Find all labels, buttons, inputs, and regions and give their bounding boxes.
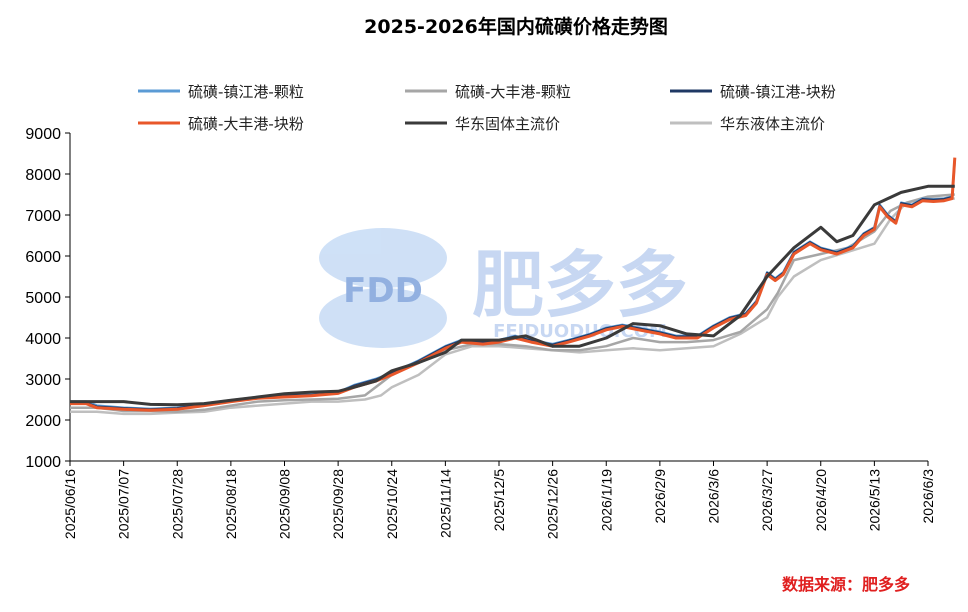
y-tick-label: 7000 — [25, 208, 61, 225]
series-line-5 — [70, 184, 955, 407]
watermark: FDD 肥多多 FEIDUODUO.COM — [319, 228, 688, 348]
y-tick-label: 9000 — [25, 126, 61, 143]
x-tick-label: 2025/12/26 — [545, 469, 561, 539]
x-tick-label: 2026/4/20 — [813, 469, 829, 531]
series-line-6 — [70, 197, 955, 416]
x-tick-label: 2025/10/24 — [384, 469, 400, 539]
legend-label: 硫磺-镇江港-块粉 — [720, 83, 836, 101]
y-tick-label: 8000 — [25, 167, 61, 184]
x-tick-label: 2025/06/16 — [62, 469, 78, 539]
y-tick-label: 3000 — [25, 372, 61, 389]
x-tick-label: 2026/3/27 — [759, 469, 775, 531]
x-tick-label: 2026/3/6 — [706, 469, 722, 524]
y-tick-label: 6000 — [25, 249, 61, 266]
x-tick-label: 2026/2/9 — [652, 469, 668, 524]
series-line-2 — [70, 193, 955, 414]
legend-label: 硫磺-大丰港-颗粒 — [455, 83, 571, 101]
x-tick-label: 2026/5/13 — [866, 469, 882, 531]
x-axis: 2025/06/16 2025/07/07 2025/07/28 2025/08/18… — [62, 460, 936, 539]
x-tick-label: 2025/09/28 — [330, 469, 346, 539]
x-tick-label: 2025/07/28 — [169, 469, 185, 539]
y-tick-label: 4000 — [25, 331, 61, 348]
chart-title: 2025-2026年国内硫磺价格走势图 — [364, 15, 668, 38]
series-layer — [70, 157, 957, 416]
y-tick-label: 1000 — [25, 454, 61, 471]
x-tick-label: 2025/08/18 — [223, 469, 239, 539]
x-tick-label: 2025/09/08 — [277, 469, 293, 539]
watermark-brand-text: 肥多多 — [472, 243, 688, 327]
x-tick-label: 2025/11/14 — [437, 469, 453, 538]
x-tick-label: 2025/07/07 — [116, 469, 132, 539]
series-line-4 — [70, 157, 957, 412]
y-tick-label: 5000 — [25, 290, 61, 307]
legend-label: 硫磺-镇江港-颗粒 — [188, 83, 304, 101]
y-tick-label: 2000 — [25, 413, 61, 430]
watermark-logo-leaf-top — [319, 228, 447, 288]
watermark-logo-leaf-bottom — [319, 288, 447, 348]
legend-label: 硫磺-大丰港-块粉 — [188, 115, 304, 133]
x-tick-label: 2026/6/3 — [920, 469, 936, 524]
y-axis: 1000 2000 3000 4000 5000 6000 7000 8000 9000 — [25, 126, 71, 471]
watermark-logo-text: FDD — [343, 271, 423, 311]
x-tick-label: 2025/12/5 — [491, 469, 507, 531]
legend-label: 华东固体主流价 — [455, 115, 560, 133]
legend-label: 华东液体主流价 — [720, 115, 825, 133]
x-tick-label: 2026/1/19 — [598, 469, 614, 531]
data-source-label: 数据来源：肥多多 — [782, 575, 910, 594]
